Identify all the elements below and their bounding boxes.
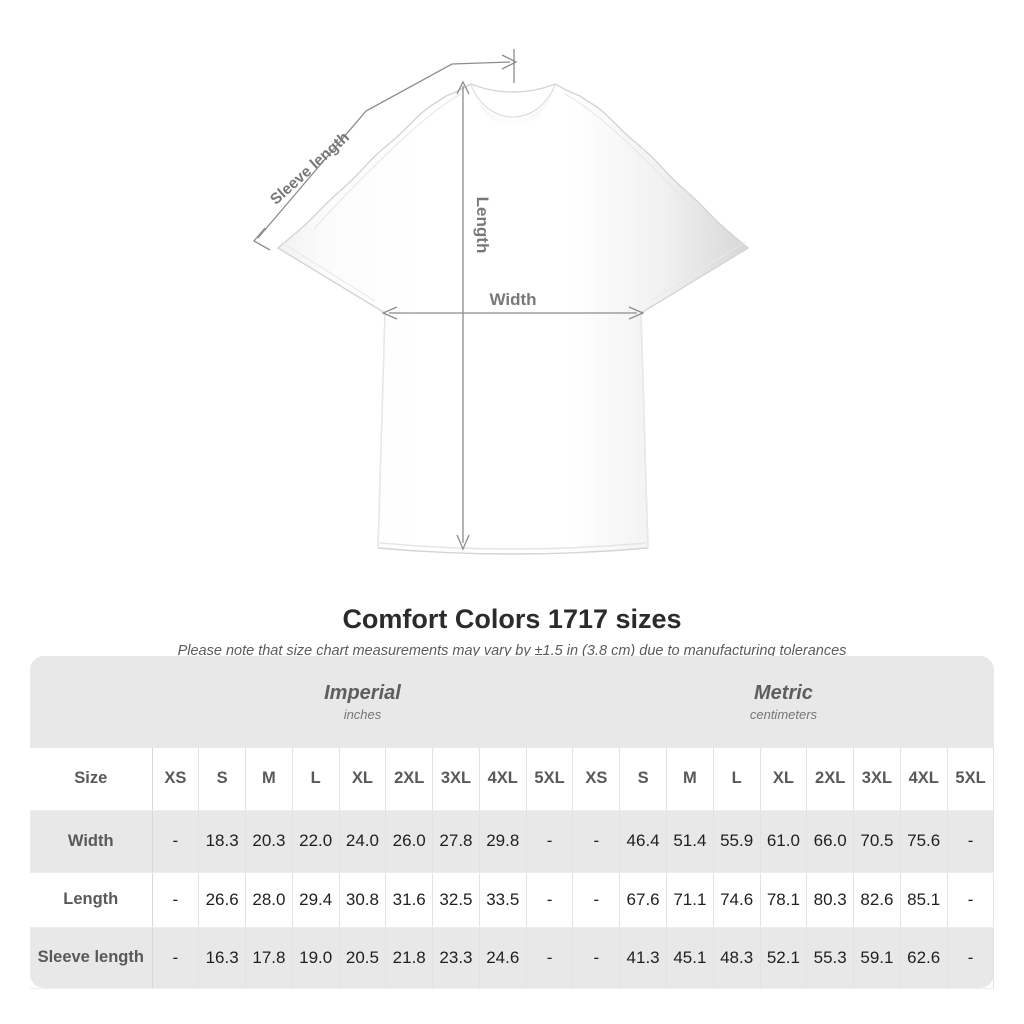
svg-text:Length: Length bbox=[473, 197, 492, 254]
svg-text:Width: Width bbox=[489, 290, 536, 309]
